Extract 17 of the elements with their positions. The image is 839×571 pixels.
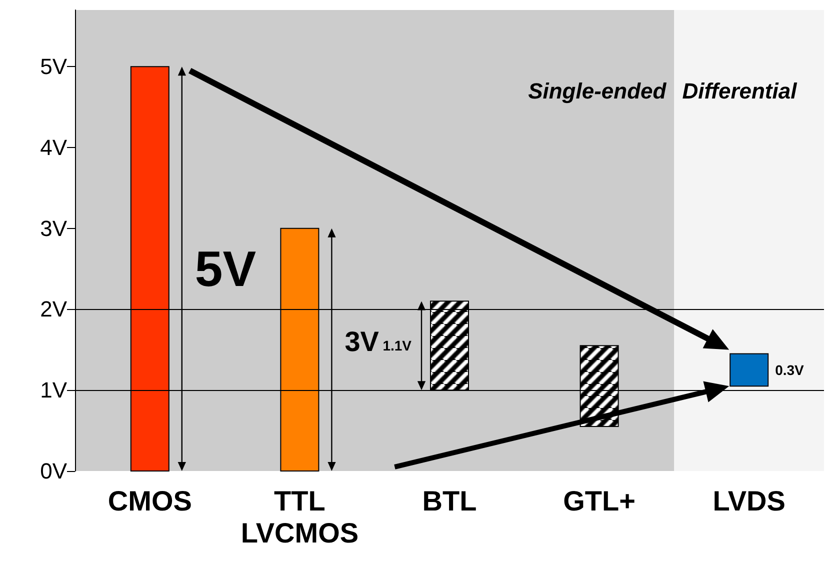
y-tick-label: 0V: [40, 458, 68, 484]
x-tick-label: LVDS: [712, 486, 786, 516]
annotation: 3V: [344, 326, 380, 358]
band-label: Single-ended: [528, 78, 667, 104]
y-tick-label: 4V: [40, 134, 68, 160]
y-tick-label: 5V: [40, 54, 68, 80]
y-tick-label: 3V: [40, 216, 68, 241]
x-tick-label: GTL+: [563, 486, 636, 516]
x-tick-label: BTL: [422, 486, 477, 516]
band-label: Differential: [682, 78, 798, 104]
annotation: 1.1V: [382, 338, 412, 354]
x-tick-label: TTL LVCMOS: [240, 486, 359, 548]
annotation: 0.3V: [775, 362, 805, 378]
annotation: 5V: [194, 240, 257, 297]
y-tick-label: 2V: [40, 296, 68, 322]
y-tick-label: 1V: [40, 378, 68, 403]
x-tick-label: CMOS: [108, 486, 192, 516]
